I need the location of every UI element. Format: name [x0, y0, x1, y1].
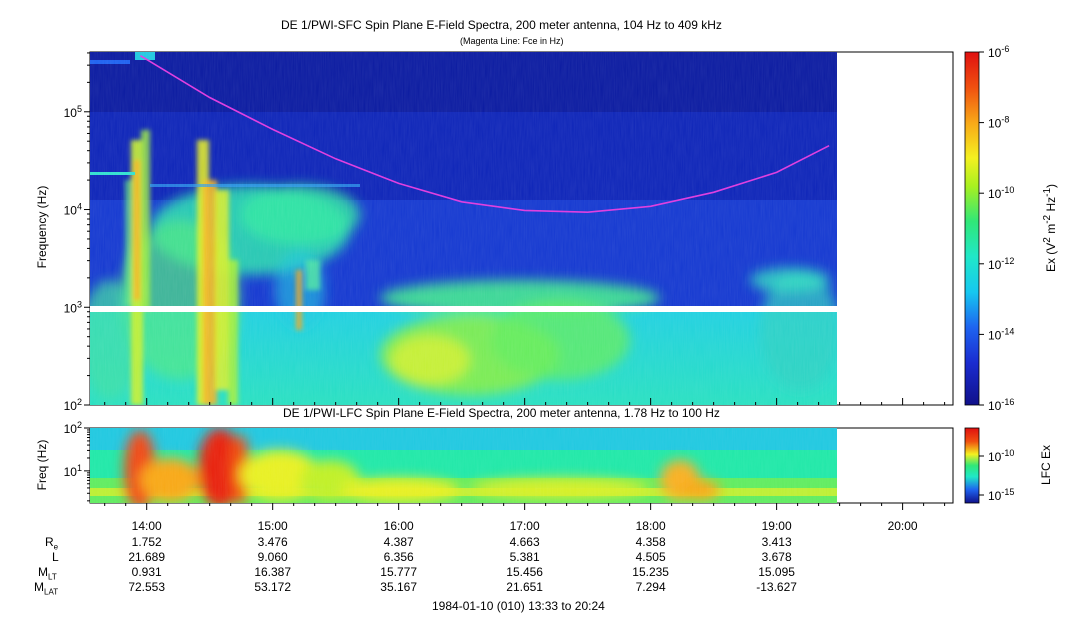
lfc-spectrogram-image: [90, 428, 837, 503]
eph-value-re: 3.413: [761, 535, 792, 549]
sfc-colorbar-label-text: Ex (V2 m-2 Hz-1): [1042, 183, 1058, 273]
sfc-colorbar: [964, 51, 980, 406]
x-tick-label: 18:00: [636, 519, 666, 533]
eph-value-mlt: 15.235: [632, 565, 669, 579]
sfc-colorbar-tick-label: 10-8: [988, 115, 1009, 131]
eph-value-mlat: 7.294: [635, 580, 666, 594]
eph-label-mlt: MLT: [38, 565, 57, 582]
lfc-y-tick-label: 102: [64, 420, 82, 436]
eph-label-re: Re: [45, 535, 59, 552]
sfc-colorbar-tick-label: 10-6: [988, 44, 1009, 60]
x-tick-label: 20:00: [888, 519, 918, 533]
x-tick-label: 17:00: [510, 519, 540, 533]
lfc-colorbar-label: LFC Ex: [1039, 445, 1053, 486]
eph-value-l: 3.678: [761, 550, 792, 564]
sfc-colorbar-tick-label: 10-14: [988, 326, 1014, 342]
sfc-y-tick-label: 104: [64, 202, 82, 218]
eph-value-l: 6.356: [383, 550, 414, 564]
eph-label-l: L: [52, 550, 59, 564]
x-tick-label: 16:00: [384, 519, 414, 533]
sfc-colorbar-tick-label: 10-16: [988, 397, 1014, 413]
lfc-title: DE 1/PWI-LFC Spin Plane E-Field Spectra,…: [283, 406, 720, 420]
eph-value-re: 4.387: [383, 535, 414, 549]
eph-value-mlt: 15.456: [506, 565, 543, 579]
sfc-y-tick-label: 102: [64, 397, 82, 413]
eph-value-re: 3.476: [257, 535, 288, 549]
eph-value-mlat: 35.167: [380, 580, 417, 594]
sfc-y-tick-label: 103: [64, 299, 82, 315]
x-tick-label: 15:00: [258, 519, 288, 533]
lfc-colorbar-tick-label: 10-15: [988, 487, 1014, 503]
lfc-colorbar: [964, 427, 980, 504]
lfc-y-tick-label: 101: [64, 463, 82, 479]
eph-value-l: 4.505: [635, 550, 666, 564]
eph-value-mlat: 72.553: [128, 580, 166, 594]
eph-value-mlat: 21.651: [506, 580, 543, 594]
x-tick-label: 19:00: [762, 519, 792, 533]
eph-label-mlat: MLAT: [34, 580, 59, 597]
sfc-y-axis-label: Frequency (Hz): [35, 185, 49, 269]
eph-value-mlt: 15.095: [758, 565, 795, 579]
time-range-footer: 1984-01-10 (010) 13:33 to 20:24: [432, 599, 605, 613]
lfc-y-axis-label: Freq (Hz): [35, 439, 49, 491]
sfc-spectrogram-image: [90, 52, 837, 405]
sfc-title: DE 1/PWI-SFC Spin Plane E-Field Spectra,…: [281, 18, 722, 32]
eph-value-l: 21.689: [128, 550, 166, 564]
x-tick-label: 14:00: [132, 519, 162, 533]
eph-value-mlat: 53.172: [254, 580, 292, 594]
eph-value-l: 9.060: [257, 550, 288, 564]
eph-value-l: 5.381: [509, 550, 540, 564]
eph-value-mlt: 15.777: [380, 565, 417, 579]
sfc-subtitle: (Magenta Line: Fce in Hz): [460, 36, 564, 46]
sfc-y-tick-label: 105: [64, 104, 82, 120]
sfc-colorbar-tick-label: 10-10: [988, 185, 1014, 201]
lfc-colorbar-tick-label: 10-10: [988, 448, 1014, 464]
eph-value-mlt: 16.387: [254, 565, 292, 579]
eph-value-re: 1.752: [131, 535, 162, 549]
eph-value-mlat: -13.627: [756, 580, 797, 594]
fce-line: [139, 55, 830, 214]
sfc-colorbar-label: Ex (V2 m-2 Hz-1): [1042, 168, 1058, 288]
sfc-data-gap: [90, 306, 837, 312]
eph-value-re: 4.358: [635, 535, 666, 549]
sfc-colorbar-tick-label: 10-12: [988, 256, 1014, 272]
eph-value-re: 4.663: [509, 535, 540, 549]
eph-value-mlt: 0.931: [131, 565, 162, 579]
